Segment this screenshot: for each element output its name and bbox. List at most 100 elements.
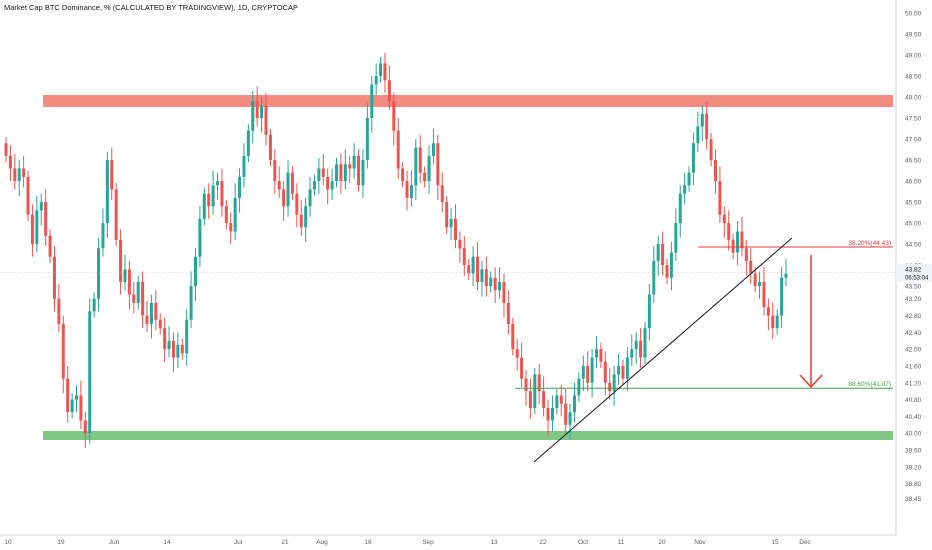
candle-body: [127, 269, 131, 295]
candle-body: [141, 281, 145, 316]
candle-body: [440, 185, 444, 203]
candle-body: [246, 130, 250, 156]
candle-body: [238, 176, 242, 198]
candle-body: [312, 181, 316, 190]
candle-body: [568, 412, 572, 425]
candle-body: [22, 168, 26, 177]
candle-body: [154, 302, 158, 320]
candle-body: [105, 160, 109, 224]
candle-body: [458, 239, 462, 249]
candle-body: [762, 281, 766, 308]
candle-body: [30, 214, 34, 245]
y-tick-label: 40.80: [905, 397, 922, 404]
candle-body: [709, 139, 713, 161]
candle-body: [357, 155, 361, 186]
candle-body: [736, 231, 740, 253]
candle-body: [277, 181, 281, 190]
candle-body: [114, 189, 118, 240]
candle-body: [401, 168, 405, 182]
candle-body: [727, 223, 731, 240]
candle-body: [149, 302, 153, 324]
y-tick-label: 47.00: [905, 137, 922, 144]
candle-body: [167, 340, 171, 350]
candle-body: [52, 256, 56, 299]
candle-body: [700, 113, 704, 127]
candle-body: [780, 277, 784, 316]
candle-body: [608, 382, 612, 392]
candle-body: [321, 168, 325, 177]
candle-body: [268, 134, 272, 161]
candle-body: [498, 281, 502, 291]
trendline[interactable]: [533, 237, 793, 463]
candle-body: [753, 273, 757, 287]
y-tick-label: 40.00: [905, 431, 922, 438]
candle-body: [70, 399, 74, 413]
y-tick-label: 42.40: [905, 330, 922, 337]
candle-body: [467, 265, 471, 274]
candle-body: [171, 340, 175, 358]
candle-body: [176, 344, 180, 358]
candle-body: [705, 113, 709, 140]
candle-body: [669, 252, 673, 278]
support-zone: [43, 431, 893, 440]
x-tick-label: 13: [490, 539, 498, 546]
x-tick-label: Oct: [578, 539, 588, 546]
y-tick-label: 43.50: [905, 284, 922, 291]
price-badge: [896, 263, 932, 282]
candle-body: [453, 218, 457, 240]
candle-body: [123, 269, 127, 282]
x-tick-label: Aug: [316, 539, 328, 546]
candle-body: [374, 76, 378, 85]
candle-body: [630, 349, 634, 358]
candle-body: [577, 378, 581, 396]
resistance-zone: [43, 95, 893, 107]
candle-body: [39, 202, 43, 211]
candle-body: [572, 395, 576, 413]
candle-body: [586, 365, 590, 383]
down-arrow-icon[interactable]: [799, 374, 823, 389]
candle-body: [26, 176, 30, 215]
candle-body: [436, 143, 440, 186]
x-tick-label: 15: [771, 539, 779, 546]
y-tick-label: 45.00: [905, 221, 922, 228]
candle-body: [211, 185, 215, 207]
candle-body: [83, 420, 87, 434]
candle-body: [57, 298, 61, 324]
drawings-layer[interactable]: 38.20%(44.43) 88.60%(41.07): [515, 237, 893, 463]
candle-body: [379, 63, 383, 77]
y-tick-label: 42.80: [905, 313, 922, 320]
candle-body: [75, 395, 79, 400]
candle-body: [79, 395, 83, 421]
candle-body: [251, 101, 255, 131]
x-tick-label: Jul: [234, 539, 243, 546]
chart-title: Market Cap BTC Dominance, % (CALCULATED …: [4, 3, 298, 12]
y-tick-label: 41.20: [905, 380, 922, 387]
x-tick-label: 10: [4, 539, 12, 546]
candle-body: [348, 164, 352, 169]
candle-body: [722, 214, 726, 224]
fib-label-38: 38.20%(44.43): [848, 240, 891, 247]
candle-body: [335, 164, 339, 182]
candle-body: [317, 168, 321, 182]
candle-body: [625, 357, 629, 379]
x-tick-label: 14: [163, 539, 171, 546]
candle-body: [242, 155, 246, 177]
x-tick-label: Jun: [109, 539, 120, 546]
candle-body: [784, 273, 788, 278]
candle-body: [66, 378, 70, 413]
candle-body: [537, 374, 541, 392]
zones-layer: [43, 95, 893, 440]
candle-body: [445, 202, 449, 228]
candle-body: [471, 256, 475, 274]
candle-body: [634, 340, 638, 350]
candle-body: [158, 319, 162, 329]
candle-body: [506, 302, 510, 324]
candle-body: [766, 307, 770, 316]
candle-body: [304, 206, 308, 228]
candle-body: [383, 63, 387, 81]
candle-body: [647, 294, 651, 329]
candle-body: [216, 181, 220, 186]
